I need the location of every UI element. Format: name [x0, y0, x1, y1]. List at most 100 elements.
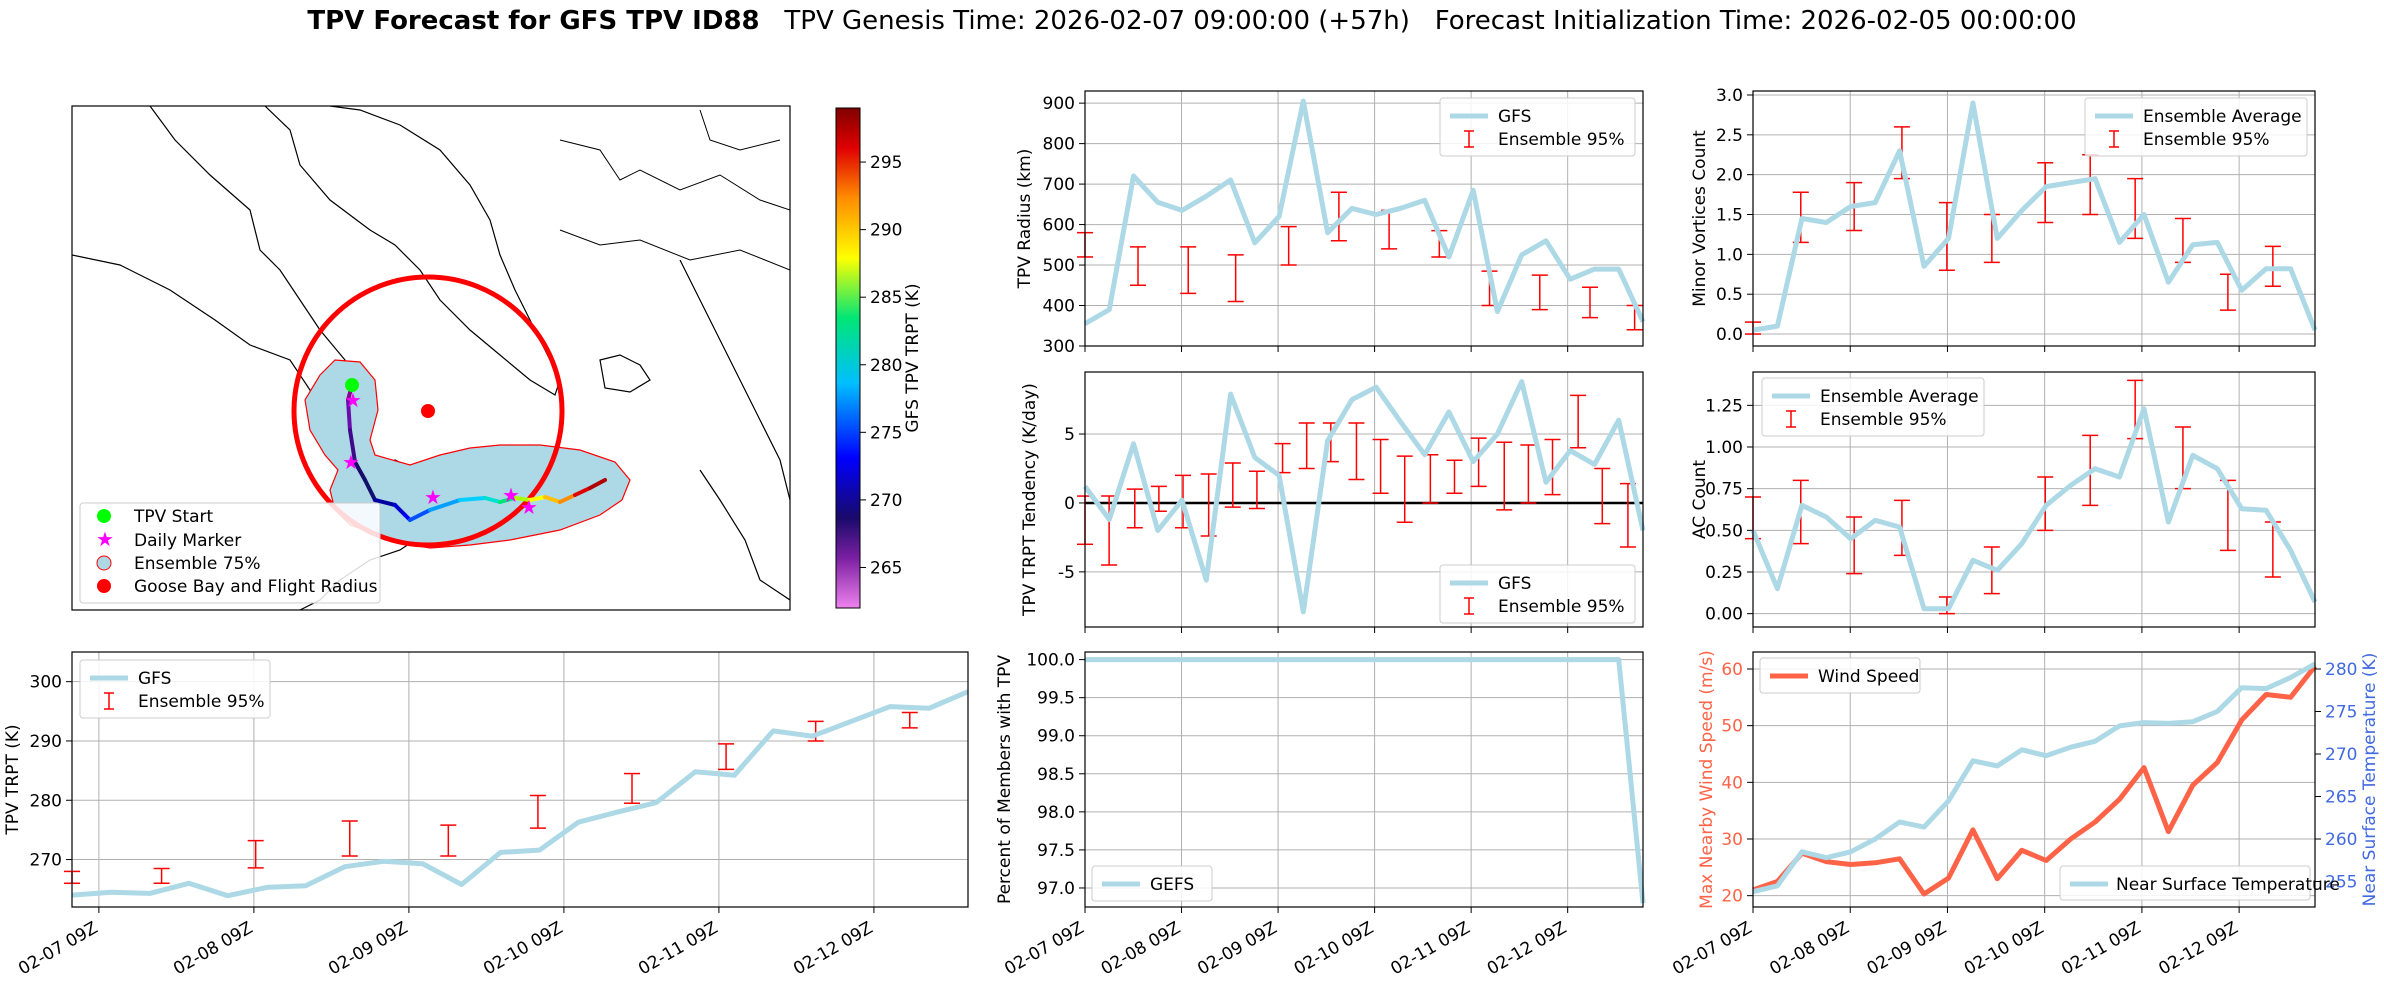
- legend: GEFS: [1091, 865, 1213, 902]
- coastline-greenland: [264, 106, 561, 396]
- y-tick-label: 1.5: [1716, 206, 1743, 226]
- y-tick-label: 0.75: [1705, 480, 1743, 500]
- x-tick-label: 02-09 09Z: [1864, 918, 1950, 979]
- x-tick-label: 02-08 09Z: [1766, 918, 1852, 979]
- errorbar: [1224, 462, 1241, 508]
- errorbar: [2219, 273, 2236, 311]
- errorbar: [341, 820, 358, 857]
- y-axis-label: Minor Vortices Count: [1690, 130, 1710, 307]
- colorbar-tick-label: 275: [870, 423, 902, 443]
- errorbar: [1846, 516, 1863, 575]
- legend-temp: Near Surface Temperature: [2059, 865, 2340, 901]
- series-line-gfs: [71, 689, 969, 899]
- y-tick-label: 98.5: [1037, 765, 1075, 785]
- track-segment: [573, 486, 592, 497]
- axes-frame: [1084, 90, 1644, 347]
- series-line-gfs: [1082, 379, 1646, 615]
- legend-label: Ensemble Average: [1820, 387, 1979, 407]
- panel-radius: 300 400 500 600 700 800 900 TPV Radius (km) GFS E…: [1015, 90, 1646, 357]
- x-tick-label: 02-11 09Z: [1387, 918, 1473, 979]
- errorbar: [1248, 470, 1265, 510]
- errorbar: [1227, 254, 1244, 303]
- errorbar: [1372, 438, 1389, 495]
- legend-box: [2059, 865, 2311, 901]
- y-tick-label: 900: [1043, 94, 1075, 114]
- colorbar-label: GFS TPV TRPT (K): [903, 283, 923, 432]
- colorbar-tick-label: 290: [870, 221, 902, 241]
- errorbar: [1531, 274, 1548, 311]
- x-tick-label: 02-09 09Z: [1194, 918, 1280, 979]
- map-legend-box: [79, 502, 381, 604]
- errorbar: [718, 743, 735, 771]
- y-tick-label: 700: [1043, 175, 1075, 195]
- panel-ac_count: 0.00 0.25 0.50 0.75 1.00 1.25 AC Count Ensemble…: [1690, 371, 2318, 633]
- panel-minor_vortices: 0.0 0.5 1.0 1.5 2.0 2.5 3.0 Minor Vortices Coun…: [1690, 86, 2318, 352]
- legend-label: GFS: [138, 669, 171, 689]
- y-axis-label: Max Nearby Wind Speed (m/s): [1697, 650, 1717, 909]
- track-segment: [483, 496, 502, 504]
- errorbar: [247, 839, 264, 869]
- errorbar: [1330, 191, 1347, 242]
- legend-start-icon: [97, 509, 111, 523]
- y-tick-label: 20: [1721, 887, 1743, 907]
- y-axis-label: TPV Radius (km): [1015, 149, 1035, 290]
- y-axis-label: TPV TRPT Tendency (K/day): [1020, 383, 1040, 617]
- panel-wind_temp: 02-07 09Z 02-08 09Z 02-09 09Z 02-10 09Z 02-1…: [1669, 650, 2380, 979]
- x-tick-label: 02-08 09Z: [1098, 918, 1184, 979]
- colorbar-tick-label: 285: [870, 288, 902, 308]
- errorbar: [1520, 444, 1537, 504]
- errorbar: [440, 824, 457, 857]
- x-tick-label: 02-07 09Z: [1669, 918, 1755, 979]
- track-segment: [458, 496, 487, 502]
- track-segment: [428, 498, 462, 512]
- y-axis-label: TPV TRPT (K): [3, 724, 23, 835]
- daily-marker: ★: [344, 388, 362, 412]
- panel-percent_members: 02-07 09Z 02-08 09Z 02-09 09Z 02-10 09Z 02-1…: [995, 651, 1646, 979]
- legend-daily-icon: ★: [96, 527, 114, 551]
- x-tick-label: 02-09 09Z: [325, 918, 411, 979]
- panel-tendency: -5 0 5 TPV TRPT Tendency (K/day) GFS Ensemble…: [1020, 371, 1646, 633]
- title-init: Forecast Initialization Time: 2026-02-05…: [1434, 6, 2077, 36]
- colorbar-tick-label: 270: [870, 491, 902, 511]
- track-segment: [353, 460, 367, 482]
- legend-box: [1091, 865, 1213, 902]
- errorbar: [1130, 246, 1147, 287]
- y-tick-label: 97.5: [1037, 841, 1075, 861]
- y-tick-label: 0.50: [1705, 521, 1743, 541]
- track-segment: [348, 428, 357, 464]
- legend: Ensemble Average Ensemble 95%: [1761, 377, 1985, 437]
- x-tick-label: 02-11 09Z: [2058, 918, 2144, 979]
- legend-label: GFS: [1498, 574, 1531, 594]
- y-tick-label: -5: [1058, 563, 1075, 583]
- y-tick-label: 3.0: [1716, 86, 1743, 106]
- y-tick-label: 0.5: [1716, 285, 1743, 305]
- axes-frame: [1752, 90, 2316, 347]
- y2-tick-label: 260: [2325, 830, 2357, 850]
- colorbar-tick-label: 280: [870, 356, 902, 376]
- y2-axis-label: Near Surface Temperature (K): [2360, 653, 2380, 907]
- panel-trpt: 02-07 09Z 02-08 09Z 02-09 09Z 02-10 09Z 02-1…: [3, 651, 969, 979]
- errorbar: [807, 720, 824, 742]
- y-tick-label: 0.25: [1705, 563, 1743, 583]
- errorbar: [624, 772, 640, 804]
- y-tick-label: 800: [1043, 135, 1075, 155]
- legend: Ensemble Average Ensemble 95%: [2084, 97, 2308, 157]
- x-tick-label: 02-08 09Z: [170, 918, 256, 979]
- y-tick-label: 500: [1043, 256, 1075, 276]
- track-segment: [373, 498, 397, 507]
- errorbar: [1581, 286, 1598, 319]
- series-line-wind-speed: [1752, 664, 2317, 897]
- x-tick-label: 02-07 09Z: [15, 918, 101, 979]
- axes-frame: [1752, 371, 2316, 628]
- y-tick-label: 50: [1721, 717, 1743, 737]
- errorbar: [1446, 459, 1463, 495]
- colorbar-tick-label: 265: [870, 558, 902, 578]
- track-segment: [558, 493, 577, 504]
- colorbar-ticks: 265 270 275 280 285 290 295: [860, 153, 902, 578]
- errorbar: [1544, 438, 1561, 496]
- legend-ensemble-label: Ensemble 75%: [134, 554, 261, 574]
- y-tick-label: 1.0: [1716, 245, 1743, 265]
- y-tick-label: 300: [30, 673, 62, 693]
